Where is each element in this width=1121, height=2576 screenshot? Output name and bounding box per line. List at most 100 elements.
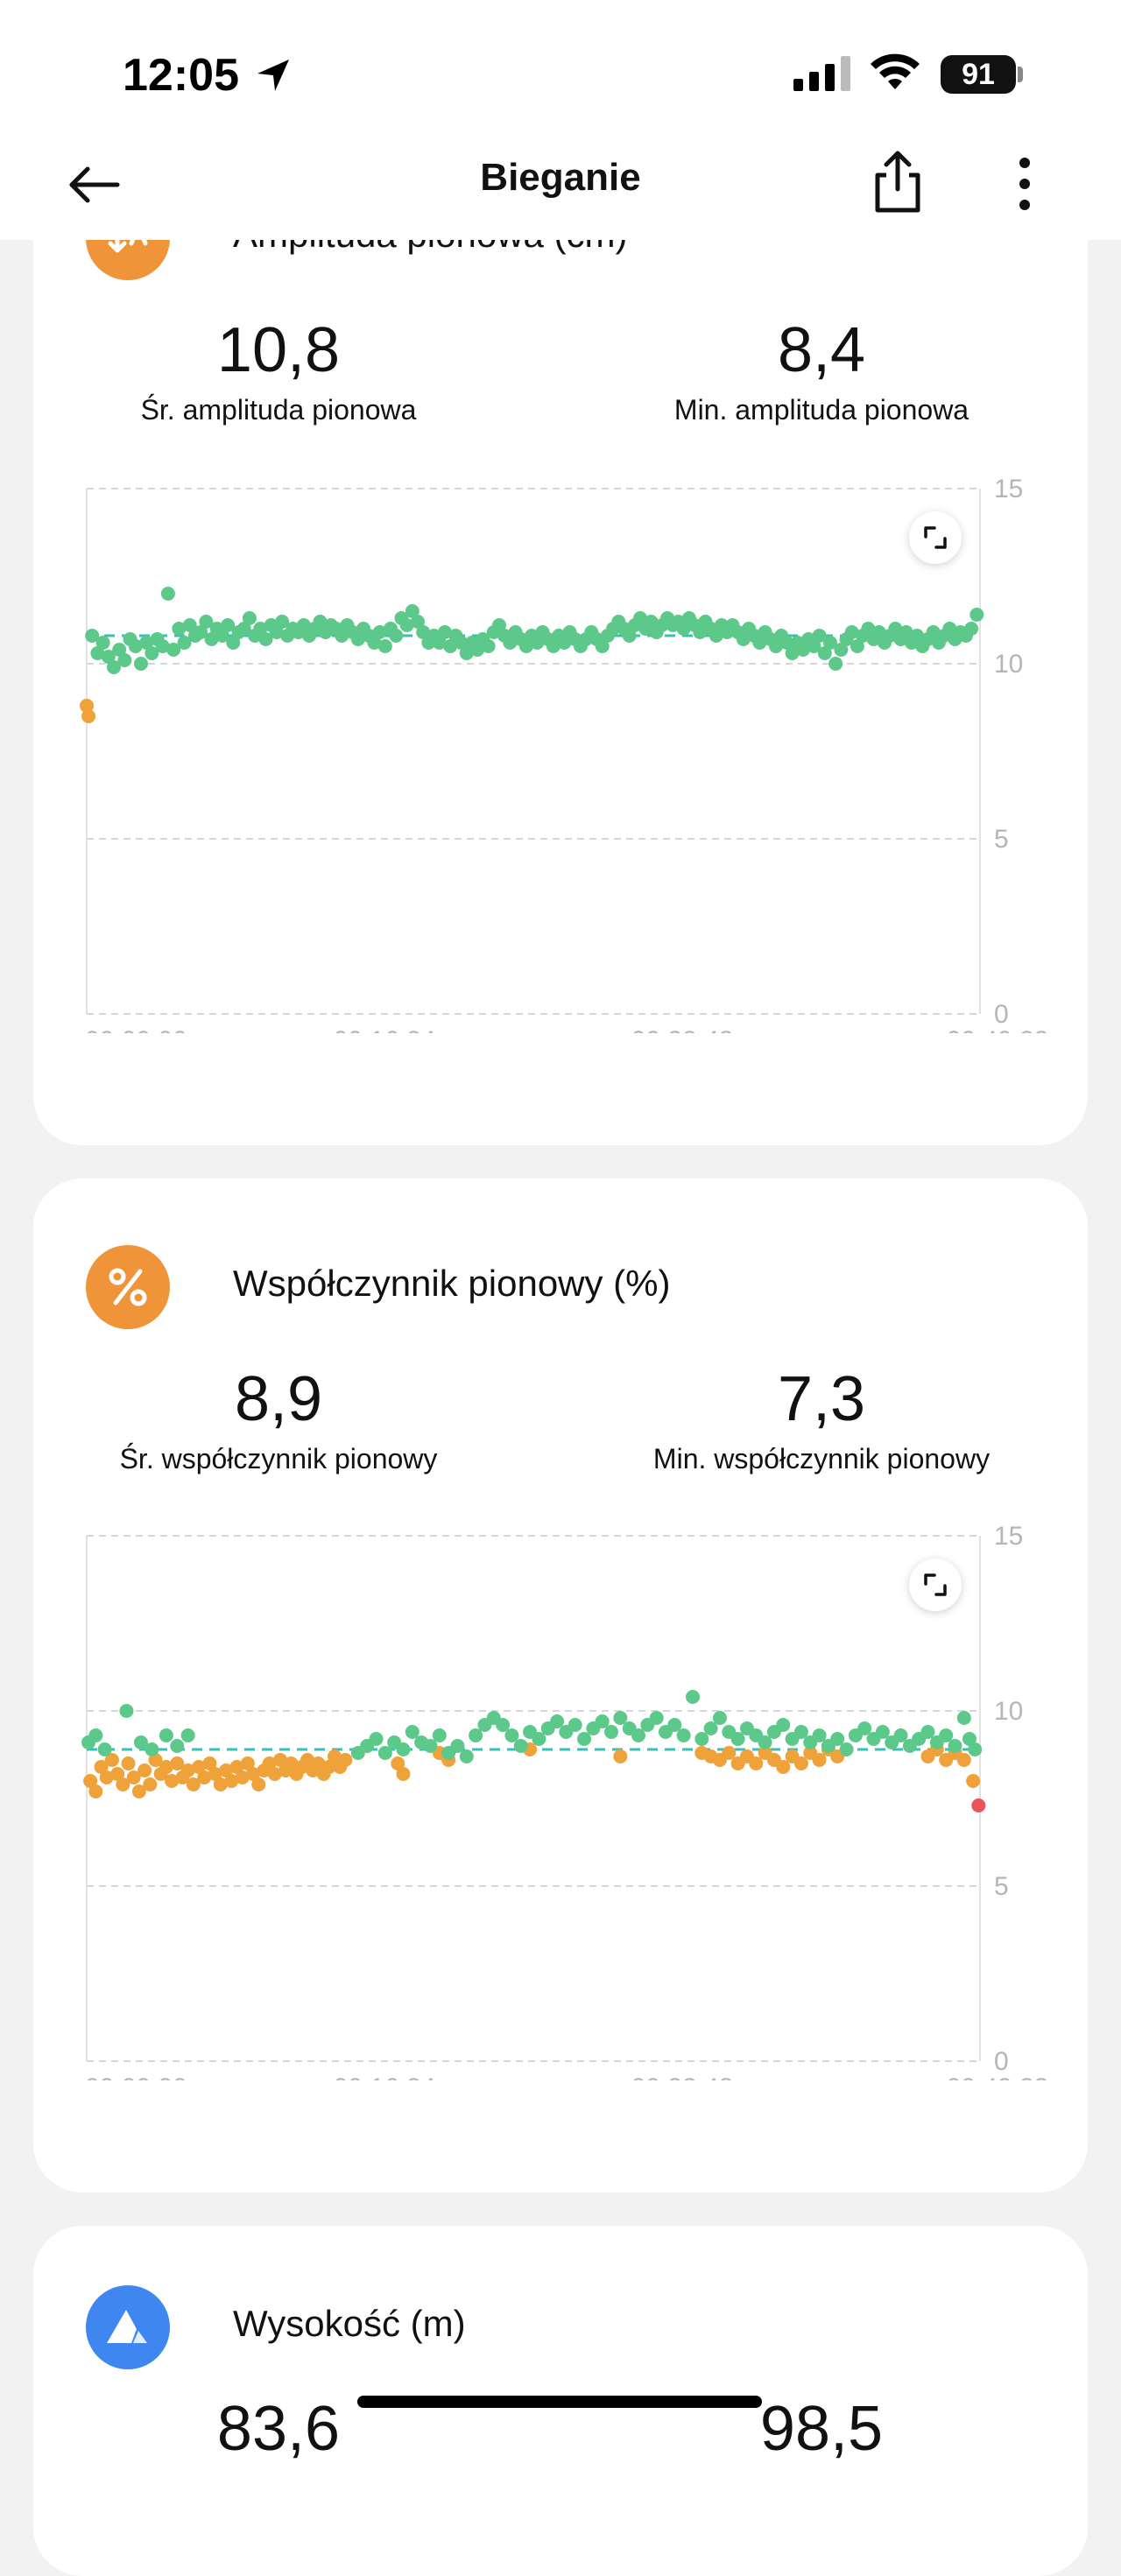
data-point-green bbox=[839, 1742, 854, 1756]
data-point-green bbox=[459, 646, 474, 660]
stat-label: Śr. amplituda pionowa bbox=[140, 394, 417, 426]
data-point-green bbox=[631, 1728, 646, 1742]
data-point-orange bbox=[229, 1760, 244, 1774]
data-point-green bbox=[807, 639, 821, 653]
data-point-green bbox=[443, 639, 458, 653]
data-point-orange bbox=[722, 1746, 737, 1760]
data-point-green bbox=[258, 632, 273, 646]
data-point-green bbox=[948, 1739, 962, 1753]
data-point-orange bbox=[197, 1770, 212, 1784]
battery-tip bbox=[1018, 67, 1023, 82]
data-point-green bbox=[199, 615, 214, 629]
data-point-orange bbox=[94, 1760, 109, 1774]
vertical-amplitude-card: Amplituda pionowa (cm) 10,8 Śr. amplitud… bbox=[33, 123, 1088, 1145]
percent-icon bbox=[86, 1245, 170, 1329]
y-tick-label: 0 bbox=[994, 2047, 1009, 2076]
back-arrow-icon[interactable] bbox=[63, 154, 124, 215]
data-point-green bbox=[269, 625, 284, 639]
data-point-green bbox=[454, 636, 469, 650]
data-point-green bbox=[604, 1725, 619, 1739]
data-point-green bbox=[667, 1718, 682, 1732]
percent-glyph bbox=[109, 1268, 147, 1306]
mountain-glyph bbox=[107, 2310, 147, 2343]
y-tick-label: 0 bbox=[994, 1000, 1009, 1029]
home-indicator[interactable] bbox=[357, 2396, 762, 2408]
data-point-green bbox=[159, 1728, 173, 1742]
expand-icon bbox=[924, 1573, 947, 1596]
data-point-orange bbox=[793, 1756, 808, 1770]
data-point-green bbox=[875, 1725, 890, 1739]
location-arrow-icon bbox=[257, 60, 289, 91]
data-point-green bbox=[469, 1728, 483, 1742]
data-point-green bbox=[676, 622, 691, 636]
data-point-green bbox=[504, 1728, 519, 1742]
data-point-green bbox=[513, 1739, 528, 1753]
data-point-orange bbox=[148, 1753, 163, 1767]
vertical-ratio-card: Współczynnik pionowy (%) 8,9 Śr. współcz… bbox=[33, 1179, 1088, 2192]
data-point-green bbox=[703, 1721, 718, 1735]
data-point-orange bbox=[273, 1753, 288, 1767]
data-point-orange bbox=[81, 709, 96, 723]
data-point-green bbox=[779, 636, 794, 650]
y-tick-label: 5 bbox=[994, 1872, 1009, 1901]
data-point-green bbox=[956, 1711, 971, 1725]
data-point-green bbox=[812, 629, 827, 643]
data-point-green bbox=[145, 646, 159, 660]
data-point-orange bbox=[311, 1756, 326, 1770]
y-tick-label: 5 bbox=[994, 825, 1009, 854]
data-point-green bbox=[88, 1728, 103, 1742]
expand-chart-button[interactable] bbox=[909, 511, 962, 564]
data-point-orange bbox=[246, 1767, 261, 1781]
data-point-green bbox=[557, 636, 572, 650]
data-point-green bbox=[964, 622, 979, 636]
data-point-green bbox=[795, 643, 810, 657]
data-point-green bbox=[850, 639, 864, 653]
data-point-green bbox=[685, 1690, 700, 1704]
data-point-green bbox=[577, 1732, 592, 1746]
data-point-orange bbox=[240, 1756, 255, 1770]
data-point-orange bbox=[321, 1760, 336, 1774]
data-point-green bbox=[389, 629, 404, 643]
more-options-icon[interactable] bbox=[1007, 151, 1042, 217]
data-point-green bbox=[112, 643, 127, 657]
data-point-green bbox=[180, 1728, 195, 1742]
data-point-green bbox=[170, 1739, 185, 1753]
data-point-green bbox=[350, 632, 365, 646]
data-point-green bbox=[335, 629, 349, 643]
data-point-green bbox=[369, 1732, 384, 1746]
page-title: Bieganie bbox=[480, 156, 641, 199]
data-point-green bbox=[194, 625, 208, 639]
data-point-green bbox=[367, 636, 382, 650]
data-point-green bbox=[172, 622, 187, 636]
data-point-green bbox=[177, 636, 192, 650]
share-icon[interactable] bbox=[867, 149, 928, 215]
data-point-orange bbox=[284, 1756, 299, 1770]
data-point-orange bbox=[186, 1777, 201, 1791]
card-header: Współczynnik pionowy (%) bbox=[86, 1245, 1049, 1329]
data-point-green bbox=[785, 646, 800, 660]
data-point-orange bbox=[131, 1784, 146, 1798]
data-point-green bbox=[817, 646, 832, 660]
data-point-orange bbox=[262, 1756, 277, 1770]
data-point-green bbox=[568, 1718, 582, 1732]
data-point-green bbox=[296, 618, 311, 632]
data-point-green bbox=[910, 629, 925, 643]
stat-value: 8,9 bbox=[234, 1364, 323, 1434]
x-tick-label: 00:49:23 bbox=[947, 1026, 1049, 1033]
data-point-orange bbox=[80, 699, 94, 713]
data-point-green bbox=[450, 1739, 465, 1753]
data-point-green bbox=[888, 622, 903, 636]
y-tick-label: 15 bbox=[994, 475, 1023, 503]
x-tick-label: 00:00:00 bbox=[85, 1026, 187, 1033]
data-point-green bbox=[236, 622, 251, 636]
y-tick-label: 10 bbox=[994, 1697, 1023, 1726]
data-point-green bbox=[496, 1718, 511, 1732]
y-tick-label: 15 bbox=[994, 1522, 1023, 1551]
data-point-orange bbox=[327, 1749, 342, 1763]
app-bar: Bieganie bbox=[0, 131, 1121, 240]
data-point-orange bbox=[613, 1749, 628, 1763]
chart-svg: 15 10 5 0 00:00:00 00:16:24 00:32:48 00:49:23 bbox=[80, 475, 1049, 1055]
expand-chart-button[interactable] bbox=[909, 1559, 962, 1611]
data-point-green bbox=[226, 636, 241, 650]
data-point-green bbox=[95, 636, 110, 650]
